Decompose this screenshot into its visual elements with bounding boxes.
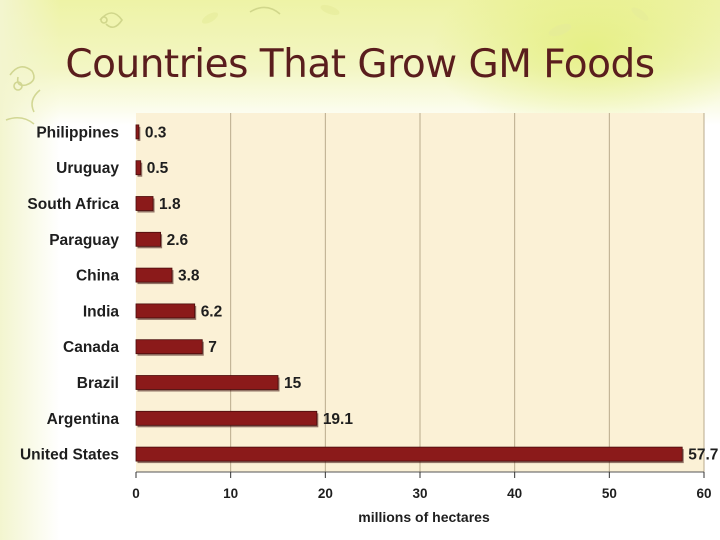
category-label: Canada bbox=[63, 339, 119, 356]
swirl-decoration-3 bbox=[31, 89, 41, 113]
value-label: 3.8 bbox=[178, 268, 200, 285]
category-label: India bbox=[83, 303, 120, 320]
x-tick-label: 40 bbox=[507, 486, 522, 501]
swirl-decoration-1 bbox=[99, 12, 123, 28]
value-label: 57.7 bbox=[688, 447, 718, 464]
category-label: South Africa bbox=[27, 196, 119, 213]
x-tick-label: 20 bbox=[318, 486, 333, 501]
x-tick-label: 0 bbox=[132, 486, 140, 501]
value-label: 0.5 bbox=[147, 160, 169, 177]
category-label: Argentina bbox=[47, 411, 120, 428]
decorative-swirls bbox=[5, 4, 649, 125]
bar bbox=[135, 160, 142, 176]
category-label: Philippines bbox=[36, 124, 119, 141]
bar bbox=[135, 446, 683, 462]
bars bbox=[135, 124, 684, 464]
bar bbox=[135, 410, 318, 426]
x-tick-label: 10 bbox=[223, 486, 238, 501]
bar bbox=[135, 375, 279, 390]
x-axis-ticks: 0 10 20 30 40 50 60 bbox=[132, 472, 712, 501]
value-label: 7 bbox=[208, 339, 217, 356]
leaf-decoration-4 bbox=[631, 7, 649, 21]
leaf-decoration-1 bbox=[201, 12, 219, 24]
bar bbox=[135, 339, 203, 355]
value-label: 0.3 bbox=[145, 124, 167, 141]
category-labels: Philippines Uruguay South Africa Paraguay Ch… bbox=[20, 124, 119, 463]
category-label: Brazil bbox=[77, 375, 119, 392]
category-label: Paraguay bbox=[49, 232, 119, 249]
value-label: 15 bbox=[284, 375, 302, 392]
background-left-band bbox=[0, 0, 60, 540]
bar bbox=[135, 231, 162, 247]
bar bbox=[135, 267, 173, 283]
value-label: 1.8 bbox=[159, 196, 181, 213]
category-label: Uruguay bbox=[56, 160, 119, 177]
category-label: China bbox=[76, 268, 119, 285]
category-label: United States bbox=[20, 447, 119, 464]
bar bbox=[135, 124, 140, 140]
value-label: 19.1 bbox=[323, 411, 354, 428]
swirl-dot-2 bbox=[13, 81, 23, 91]
x-axis-label: millions of hectares bbox=[358, 509, 490, 525]
leaf-decoration-2 bbox=[320, 4, 340, 16]
swirl-decoration-5 bbox=[249, 6, 281, 15]
x-tick-label: 50 bbox=[602, 486, 617, 501]
swirl-dot-1 bbox=[100, 16, 108, 24]
value-label: 6.2 bbox=[201, 303, 223, 320]
bar bbox=[135, 303, 196, 319]
bar bbox=[135, 196, 154, 211]
value-label: 2.6 bbox=[167, 232, 189, 249]
slide-title: Countries That Grow GM Foods bbox=[65, 42, 655, 87]
swirl-decoration-2 bbox=[9, 66, 35, 87]
x-tick-label: 30 bbox=[412, 486, 427, 501]
x-tick-label: 60 bbox=[696, 486, 711, 501]
grid-lines bbox=[230, 113, 705, 472]
swirl-decoration-4 bbox=[5, 116, 35, 125]
leaf-decoration-3 bbox=[548, 23, 572, 37]
value-labels: 0.3 0.5 1.8 2.6 3.8 6.2 7 15 19.1 57.7 bbox=[145, 124, 719, 463]
